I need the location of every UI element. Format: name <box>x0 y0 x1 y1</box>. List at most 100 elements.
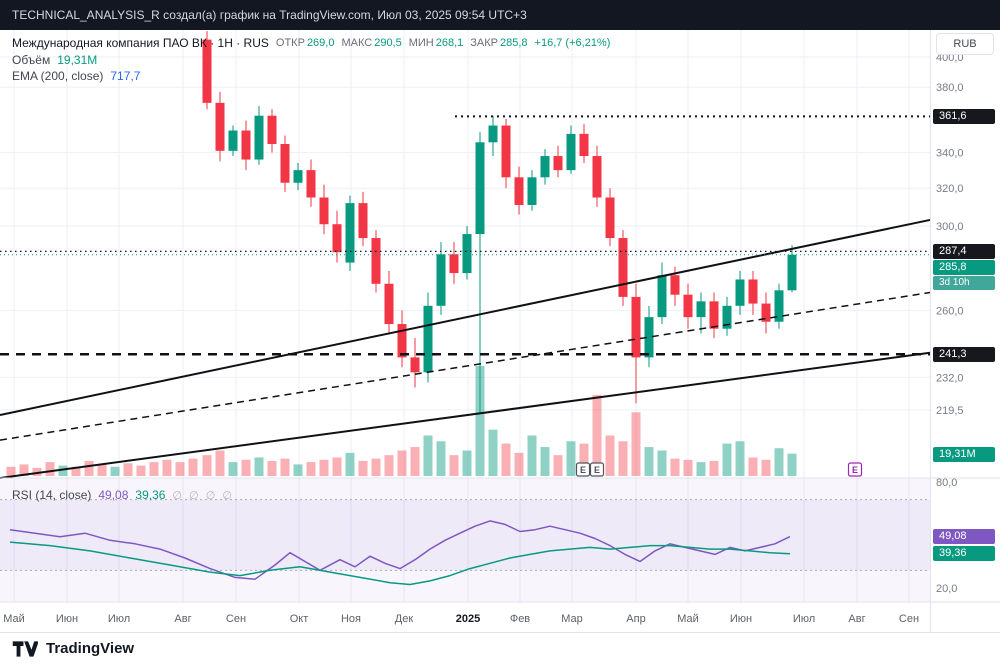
volume-bar <box>215 450 225 476</box>
candle-body <box>306 170 316 198</box>
volume-bar <box>358 460 368 476</box>
time-axis-label[interactable]: Ноя <box>341 613 361 625</box>
volume-bar <box>241 459 251 476</box>
time-axis-label[interactable]: Авг <box>174 613 191 625</box>
tradingview-logo[interactable] <box>12 639 38 659</box>
volume-bar <box>45 462 55 476</box>
volume-label[interactable]: Объём <box>12 53 51 67</box>
earnings-marker-label: E <box>580 465 586 475</box>
candle-body <box>423 305 433 373</box>
candle-series <box>202 31 797 414</box>
volume-bar <box>332 457 342 476</box>
volume-bar <box>787 453 797 476</box>
volume-bar <box>267 460 277 476</box>
time-axis-label[interactable]: Май <box>3 613 25 625</box>
symbol-title[interactable]: Международная компания ПАО ВК · 1H · RUS <box>12 36 269 50</box>
volume-bar <box>136 465 146 476</box>
volume-bar <box>345 452 355 476</box>
volume-bar <box>149 462 159 476</box>
candle-body <box>436 254 446 306</box>
candle-body <box>345 203 355 263</box>
rsi-lines <box>9 520 791 586</box>
price-tick-label: 260,0 <box>936 305 964 317</box>
candle-body <box>644 317 654 358</box>
candle-body <box>449 254 459 274</box>
volume-legend: Объём 19,31M <box>12 53 97 67</box>
candle-body <box>670 275 680 295</box>
trendline-dashed <box>0 291 931 441</box>
volume-bar <box>670 458 680 476</box>
volume-bar <box>605 435 615 476</box>
trendline-solid <box>0 351 931 479</box>
volume-value: 19,31M <box>57 53 98 67</box>
rsi-pane-background <box>0 478 930 602</box>
time-axis-label[interactable]: Май <box>677 613 699 625</box>
candle-body <box>553 156 563 171</box>
candle-body <box>358 203 368 239</box>
candle-body <box>683 294 693 318</box>
volume-bar <box>696 462 706 476</box>
volume-bar <box>410 447 420 476</box>
time-axis-label[interactable]: Июн <box>730 613 752 625</box>
candle-body <box>371 238 381 284</box>
time-axis-label[interactable]: Авг <box>848 613 865 625</box>
candle-body <box>722 305 732 329</box>
rsi-value: 49,08 <box>98 488 129 502</box>
time-axis-label[interactable]: Окт <box>290 613 309 625</box>
rsi-ma-value: 39,36 <box>135 488 166 502</box>
volume-bar <box>97 464 107 476</box>
candle-body <box>397 324 407 358</box>
volume-bar <box>748 457 758 476</box>
separators <box>0 30 1000 632</box>
price-tick-label: 232,0 <box>936 372 964 384</box>
candle-body <box>202 39 212 103</box>
candle-body <box>774 290 784 322</box>
price-tick-label: 300,0 <box>936 221 964 233</box>
volume-bar <box>84 460 94 476</box>
volume-bar <box>202 455 212 476</box>
volume-bar <box>162 459 172 476</box>
volume-bar <box>553 455 563 476</box>
volume-bar <box>293 464 303 476</box>
rsi-tick-label: 20,0 <box>936 583 957 595</box>
price-tick-label: 219,5 <box>936 405 964 417</box>
time-axis-label[interactable]: Фев <box>510 613 530 625</box>
candle-body <box>241 130 251 160</box>
candle-body <box>488 125 498 143</box>
candle-body <box>501 125 511 178</box>
earnings-marker-label: E <box>594 465 600 475</box>
candle-body <box>319 197 329 225</box>
candle-body <box>254 115 264 160</box>
time-axis-label[interactable]: Июн <box>56 613 78 625</box>
time-axis-label[interactable]: Мар <box>561 613 583 625</box>
volume-bar <box>579 443 589 476</box>
rsi-label[interactable]: RSI (14, close) <box>12 488 92 502</box>
time-axis-label[interactable]: Июл <box>108 613 130 625</box>
candle-body <box>267 115 277 144</box>
time-axis-label[interactable]: 2025 <box>456 613 480 625</box>
volume-bar <box>58 465 68 476</box>
time-axis-label[interactable]: Апр <box>626 613 645 625</box>
time-axis-label[interactable]: Сен <box>899 613 919 625</box>
volume-bar <box>683 459 693 476</box>
candle-body <box>293 170 303 183</box>
main-chart-canvas[interactable]: E E E400,0380,0340,0320,0300,0260,0232,021… <box>0 30 1000 632</box>
ohlc-close: ЗАКР 285,8 <box>470 37 528 49</box>
candle-body <box>605 197 615 239</box>
volume-bar <box>449 455 459 476</box>
time-axis-label[interactable]: Сен <box>226 613 246 625</box>
volume-bar <box>540 447 550 476</box>
volume-bar <box>175 462 185 476</box>
volume-bar <box>228 462 238 476</box>
time-axis-label[interactable]: Июл <box>793 613 815 625</box>
time-axis-label[interactable]: Дек <box>395 613 414 625</box>
volume-bar <box>774 448 784 476</box>
currency-button[interactable]: RUB <box>936 33 994 55</box>
ema-label[interactable]: EMA (200, close) <box>12 69 104 83</box>
rsi-pane-tint <box>0 478 930 602</box>
rsi-legend: RSI (14, close) 49,08 39,36 ∅ ∅ ∅ ∅ <box>12 488 234 502</box>
footer-brand[interactable]: TradingView <box>46 640 135 657</box>
price-tick-label: 380,0 <box>936 82 964 94</box>
volume-bar <box>371 458 381 476</box>
